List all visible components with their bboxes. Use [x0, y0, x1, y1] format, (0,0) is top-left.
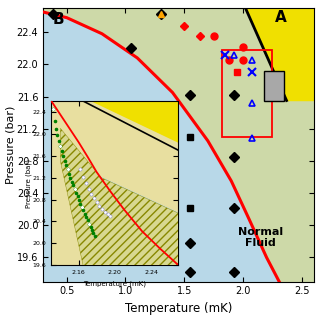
X-axis label: Temperature (mK): Temperature (mK) [125, 302, 232, 315]
Text: A: A [275, 11, 286, 26]
Polygon shape [245, 8, 314, 100]
Bar [222, 50, 272, 137]
Polygon shape [43, 12, 314, 320]
Text: Normal
Fluid: Normal Fluid [238, 227, 283, 248]
Bar [264, 71, 284, 100]
Text: B: B [52, 12, 64, 27]
Y-axis label: Pressure (bar): Pressure (bar) [5, 106, 15, 184]
